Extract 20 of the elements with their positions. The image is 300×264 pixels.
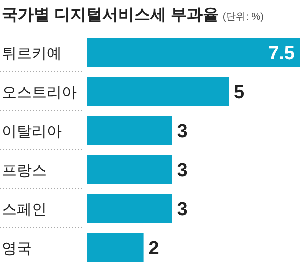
bar [87,38,300,67]
bar [87,233,144,262]
y-tick-label: 스페인 [2,202,47,218]
bar [87,155,172,184]
data-label: 2 [148,238,160,260]
y-tick-label: 이탈리아 [2,124,62,140]
data-label: 5 [234,82,245,104]
y-tick-label: 오스트리아 [2,84,77,102]
y-tick-label: 프랑스 [2,162,47,180]
chart-title: 국가별 디지털서비스세 부과율 [2,7,219,24]
bar [87,194,172,223]
chart-subtitle: (단위: %) [222,12,264,23]
y-tick-label: 영국 [2,240,32,258]
data-label: 7.5 [268,44,296,64]
bar [87,116,172,145]
bar [87,77,229,106]
data-label: 3 [177,122,188,142]
data-label: 3 [177,160,188,182]
y-tick-label: 튀르키예 [2,46,62,62]
data-label: 3 [177,200,188,220]
